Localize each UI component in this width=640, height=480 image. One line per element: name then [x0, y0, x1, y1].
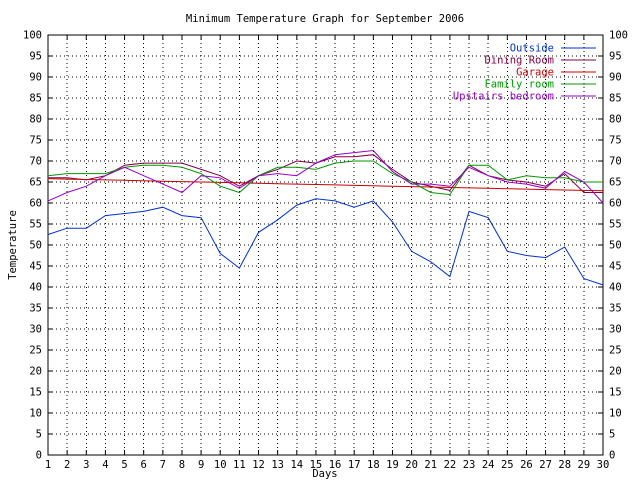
y-tick-label: 90	[29, 72, 42, 84]
legend-label: Dining Room	[484, 55, 554, 67]
y-tick-label: 80	[29, 114, 42, 126]
y-tick-label: 85	[29, 93, 42, 105]
x-tick-label: 23	[463, 459, 476, 471]
x-tick-label: 20	[405, 459, 418, 471]
x-tick-label: 14	[290, 459, 303, 471]
y-tick-label: 70	[29, 156, 42, 168]
y-tick-label-right: 95	[609, 51, 622, 63]
y-tick-label-right: 45	[609, 261, 622, 273]
x-tick-label: 1	[45, 459, 51, 471]
y-tick-label-right: 65	[609, 177, 622, 189]
series-line-dining-room	[48, 154, 603, 193]
y-tick-label: 5	[36, 429, 42, 441]
y-axis-right: 0 5 10 15 20 25 30 35 40 45 50 55 60 65 70 75 80 85 90 95 10…	[598, 30, 628, 462]
x-tick-label: 24	[482, 459, 495, 471]
x-tick-label: 10	[214, 459, 227, 471]
x-tick-label: 28	[558, 459, 571, 471]
y-tick-label-right: 50	[609, 240, 622, 252]
x-axis: 1 2 3 4 5 6 7 8 9 10 11 12 13 14 15 16 17 18 19 20 21 22 23 24 2…	[45, 35, 609, 471]
series-line-garage	[47, 178, 604, 192]
y-tick-label: 20	[29, 366, 42, 378]
y-tick-label: 15	[29, 387, 42, 399]
x-tick-label: 15	[310, 459, 323, 471]
x-tick-label: 8	[179, 459, 185, 471]
y-tick-label: 35	[29, 303, 42, 315]
y-tick-label-right: 5	[609, 429, 615, 441]
y-tick-label: 95	[29, 51, 42, 63]
x-tick-label: 3	[83, 459, 89, 471]
y-tick-label-right: 40	[609, 282, 622, 294]
y-tick-label-right: 100	[609, 30, 628, 42]
y-tick-label-right: 75	[609, 135, 622, 147]
legend-label: Garage	[516, 67, 554, 79]
y-tick-label: 100	[23, 30, 42, 42]
y-tick-label: 50	[29, 240, 42, 252]
y-tick-label-right: 15	[609, 387, 622, 399]
x-tick-label: 13	[271, 459, 284, 471]
x-tick-label: 29	[578, 459, 591, 471]
y-tick-label: 0	[36, 450, 42, 462]
x-tick-label: 6	[141, 459, 147, 471]
y-tick-label: 60	[29, 198, 42, 210]
x-axis-label: Days	[312, 468, 337, 480]
x-tick-label: 17	[348, 459, 361, 471]
x-tick-label: 7	[160, 459, 166, 471]
x-tick-label: 5	[121, 459, 127, 471]
legend-label: Outside	[510, 43, 554, 55]
y-tick-label-right: 90	[609, 72, 622, 84]
y-tick-label-right: 20	[609, 366, 622, 378]
y-tick-label: 65	[29, 177, 42, 189]
x-tick-label: 2	[64, 459, 70, 471]
y-tick-label: 25	[29, 345, 42, 357]
y-axis-label: Temperature	[7, 210, 19, 280]
y-tick-label-right: 55	[609, 219, 622, 231]
y-tick-label-right: 35	[609, 303, 622, 315]
x-tick-label: 19	[386, 459, 399, 471]
y-tick-label-right: 10	[609, 408, 622, 420]
y-tick-label: 55	[29, 219, 42, 231]
y-tick-label: 75	[29, 135, 42, 147]
y-tick-label-right: 85	[609, 93, 622, 105]
x-tick-label: 21	[424, 459, 437, 471]
y-tick-label-right: 60	[609, 198, 622, 210]
grid	[48, 35, 603, 455]
y-axis-left: 0 5 10 15 20 25 30 35 40 45 50 55 60 65 70 75 80 85 90 95 10…	[23, 30, 53, 462]
y-tick-label: 30	[29, 324, 42, 336]
x-tick-label: 16	[329, 459, 342, 471]
y-tick-label-right: 30	[609, 324, 622, 336]
series-line-upstairs-bedroom	[47, 149, 604, 204]
legend-label: Family room	[484, 79, 554, 91]
y-tick-label-right: 70	[609, 156, 622, 168]
x-tick-label: 11	[233, 459, 246, 471]
x-tick-label: 25	[501, 459, 514, 471]
y-tick-label-right: 80	[609, 114, 622, 126]
x-tick-label: 26	[520, 459, 533, 471]
series-lines	[47, 149, 604, 286]
chart-title: Minimum Temperature Graph for September …	[186, 13, 464, 25]
x-tick-label: 12	[252, 459, 265, 471]
series-line-outside	[47, 198, 604, 286]
series-line-family-room	[47, 160, 603, 196]
y-tick-label: 10	[29, 408, 42, 420]
x-tick-label: 30	[597, 459, 610, 471]
x-tick-label: 4	[102, 459, 108, 471]
legend-label: Upstairs bedroom	[453, 91, 554, 103]
x-tick-label: 9	[198, 459, 204, 471]
y-tick-label-right: 25	[609, 345, 622, 357]
x-tick-label: 18	[367, 459, 380, 471]
x-tick-label: 22	[444, 459, 457, 471]
x-tick-label: 27	[539, 459, 552, 471]
y-tick-label: 40	[29, 282, 42, 294]
y-tick-label: 45	[29, 261, 42, 273]
y-tick-label-right: 0	[609, 450, 615, 462]
